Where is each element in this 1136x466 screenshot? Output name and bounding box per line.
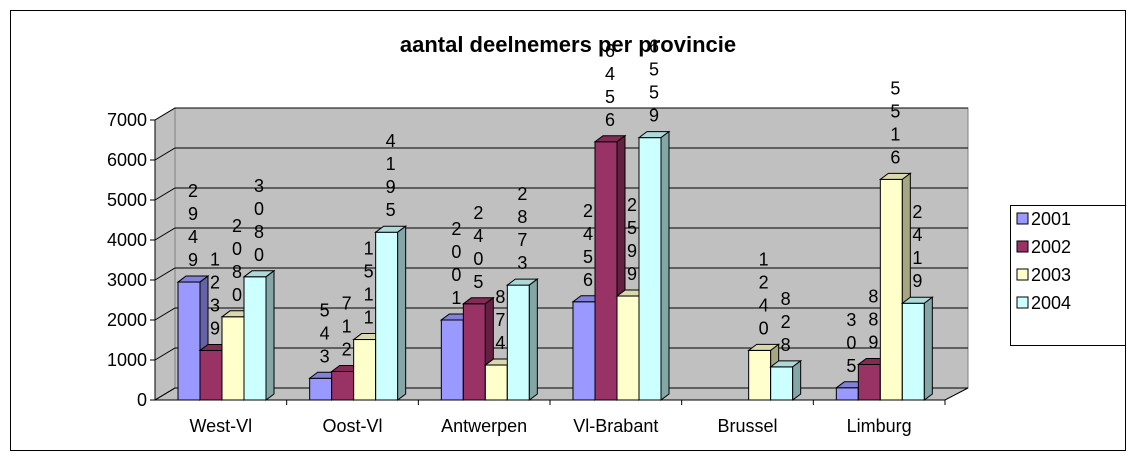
bar-side bbox=[660, 130, 670, 401]
bar-front bbox=[638, 137, 662, 401]
legend-swatch bbox=[1016, 212, 1029, 225]
bar-front bbox=[572, 301, 596, 401]
bar-front bbox=[835, 387, 859, 401]
legend-swatch bbox=[1016, 296, 1029, 309]
x-tick-label: Brussel bbox=[717, 416, 777, 436]
bar bbox=[769, 359, 803, 401]
y-tick-label: 4000 bbox=[107, 230, 147, 250]
bar-front bbox=[309, 377, 333, 401]
x-tick-label: Vl-Brabant bbox=[573, 416, 658, 436]
x-tick-label: Oost-Vl bbox=[322, 416, 382, 436]
grid-line bbox=[154, 187, 968, 201]
bar-front bbox=[440, 319, 464, 401]
legend-label: 2002 bbox=[1031, 237, 1071, 257]
bar bbox=[505, 278, 539, 401]
grid-line bbox=[154, 387, 968, 401]
legend bbox=[1010, 205, 1126, 346]
y-tick-label: 7000 bbox=[107, 110, 147, 130]
legend-swatch bbox=[1016, 240, 1029, 253]
bar bbox=[900, 296, 934, 401]
grid-line bbox=[154, 347, 968, 361]
y-tick-label: 3000 bbox=[107, 270, 147, 290]
bar-front bbox=[221, 316, 245, 401]
grid-line bbox=[154, 227, 968, 241]
bar-front bbox=[901, 302, 925, 401]
bar-front bbox=[199, 349, 223, 401]
bar-front bbox=[770, 366, 794, 401]
bar-side bbox=[397, 225, 407, 401]
y-tick-label: 2000 bbox=[107, 310, 147, 330]
bar-front bbox=[353, 339, 377, 401]
bar bbox=[242, 269, 276, 401]
y-tick-label: 5000 bbox=[107, 190, 147, 210]
grid-line bbox=[154, 267, 968, 281]
bar bbox=[374, 225, 408, 401]
bar-front bbox=[506, 284, 530, 401]
grid-line bbox=[154, 147, 968, 161]
bar-side bbox=[923, 296, 933, 401]
bar-front bbox=[177, 281, 201, 401]
y-tick-label: 1000 bbox=[107, 350, 147, 370]
bar-front bbox=[462, 303, 486, 401]
grid-line bbox=[154, 307, 968, 321]
bar-front bbox=[748, 349, 772, 401]
bar-front bbox=[879, 178, 903, 401]
bar-front bbox=[243, 276, 267, 401]
x-tick-label: West-Vl bbox=[189, 416, 252, 436]
x-tick-label: Antwerpen bbox=[441, 416, 527, 436]
bar-side bbox=[528, 278, 538, 401]
x-tick-label: Limburg bbox=[847, 416, 912, 436]
legend-label: 2003 bbox=[1031, 265, 1071, 285]
bar-front bbox=[594, 141, 618, 401]
y-tick-label: 0 bbox=[137, 390, 147, 410]
bar-front bbox=[331, 371, 355, 401]
bar-side bbox=[265, 269, 275, 401]
bar-front bbox=[375, 231, 399, 401]
legend-label: 2004 bbox=[1031, 293, 1071, 313]
grid-line bbox=[154, 107, 968, 121]
y-tick-label: 6000 bbox=[107, 150, 147, 170]
bar-front bbox=[616, 295, 640, 401]
side-wall bbox=[154, 107, 176, 401]
chart-title: aantal deelnemers per provincie bbox=[400, 32, 736, 57]
bar-front bbox=[484, 364, 508, 401]
legend-label: 2001 bbox=[1031, 209, 1071, 229]
bar bbox=[637, 130, 671, 401]
bar-front bbox=[857, 363, 881, 401]
bar-side bbox=[792, 359, 802, 401]
legend-swatch bbox=[1016, 268, 1029, 281]
